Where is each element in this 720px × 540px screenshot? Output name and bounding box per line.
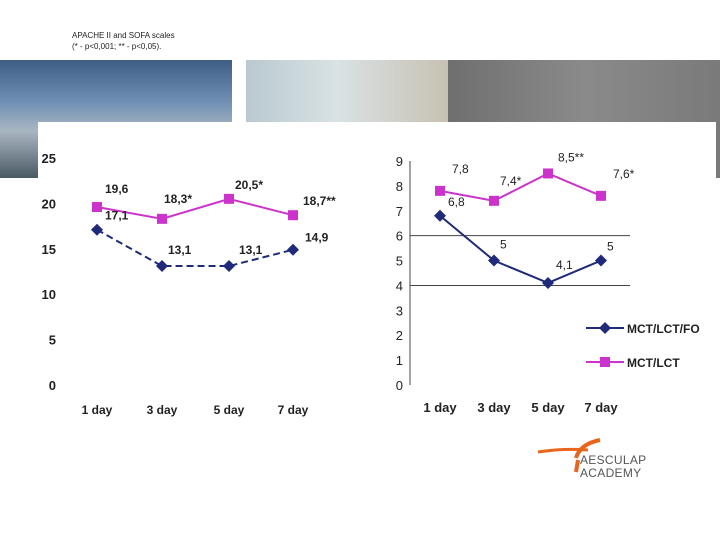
data-point bbox=[543, 168, 553, 179]
y-tick-label: 8 bbox=[396, 179, 403, 194]
data-point bbox=[288, 210, 298, 221]
y-tick-label: 4 bbox=[396, 278, 403, 293]
y-tick-label: 25 bbox=[42, 151, 56, 166]
data-label: 6,8 bbox=[448, 195, 465, 209]
legend-label: MCT/LCT/FO bbox=[627, 322, 700, 336]
x-tick-label: 7 day bbox=[278, 403, 309, 417]
y-tick-label: 3 bbox=[396, 303, 403, 318]
data-label: 17,1 bbox=[105, 209, 129, 223]
caption-title: APACHE II and SOFA scales bbox=[72, 31, 175, 40]
data-point bbox=[489, 195, 499, 206]
x-tick-label: 1 day bbox=[423, 400, 457, 415]
brand-line1: AESCULAP bbox=[580, 453, 647, 467]
data-label: 7,4* bbox=[500, 174, 522, 188]
data-label: 4,1 bbox=[556, 258, 573, 272]
data-label: 13,1 bbox=[239, 243, 263, 257]
y-tick-label: 10 bbox=[42, 287, 56, 302]
data-label: 14,9 bbox=[305, 231, 329, 245]
data-label: 8,5** bbox=[558, 150, 584, 164]
legend-marker bbox=[600, 357, 610, 367]
y-tick-label: 7 bbox=[396, 204, 403, 219]
data-point bbox=[91, 223, 103, 236]
aesculap-academy-logo: AESCULAP ACADEMY bbox=[580, 454, 646, 480]
data-point bbox=[92, 202, 102, 213]
data-point bbox=[287, 243, 299, 256]
y-tick-label: 0 bbox=[396, 378, 403, 393]
data-point bbox=[434, 209, 446, 222]
series-line bbox=[439, 214, 602, 285]
data-point bbox=[542, 276, 554, 289]
data-point bbox=[596, 190, 606, 201]
data-label: 5 bbox=[607, 240, 614, 254]
x-tick-label: 5 day bbox=[531, 400, 565, 415]
data-label: 7,6* bbox=[613, 167, 635, 181]
brand-line2: ACADEMY bbox=[580, 466, 642, 480]
y-tick-label: 20 bbox=[42, 196, 56, 211]
data-label: 7,8 bbox=[452, 162, 469, 176]
x-tick-label: 5 day bbox=[214, 403, 245, 417]
data-label: 18,3* bbox=[164, 192, 192, 206]
y-tick-label: 15 bbox=[42, 242, 56, 257]
y-tick-label: 2 bbox=[396, 328, 403, 343]
y-tick-label: 0 bbox=[49, 378, 56, 393]
chart-right-panel bbox=[360, 122, 716, 412]
x-tick-label: 3 day bbox=[147, 403, 178, 417]
legend-marker bbox=[599, 322, 611, 334]
y-tick-label: 5 bbox=[396, 254, 403, 269]
y-tick-label: 5 bbox=[49, 333, 56, 348]
legend-label: MCT/LCT bbox=[627, 356, 680, 370]
x-tick-label: 7 day bbox=[584, 400, 618, 415]
aesculap-logo-mark bbox=[537, 438, 601, 473]
series-line bbox=[96, 228, 294, 268]
data-point bbox=[488, 254, 500, 267]
data-point bbox=[223, 260, 235, 273]
series-line bbox=[439, 172, 602, 202]
data-label: 19,6 bbox=[105, 182, 129, 196]
caption-significance: (* - p<0,001; ** - p<0,05). bbox=[72, 42, 162, 51]
y-tick-label: 6 bbox=[396, 229, 403, 244]
data-label: 5 bbox=[500, 238, 507, 252]
data-point bbox=[156, 260, 168, 273]
data-label: 20,5* bbox=[235, 178, 263, 192]
data-label: 18,7** bbox=[303, 194, 336, 208]
data-point bbox=[435, 185, 445, 196]
data-label: 13,1 bbox=[168, 243, 192, 257]
caption: APACHE II and SOFA scales (* - p<0,001; … bbox=[72, 30, 175, 52]
data-point bbox=[157, 213, 167, 224]
x-tick-label: 1 day bbox=[82, 403, 113, 417]
y-tick-label: 1 bbox=[396, 353, 403, 368]
data-point bbox=[595, 254, 607, 267]
data-point bbox=[224, 193, 234, 204]
series-line bbox=[96, 197, 294, 220]
y-tick-label: 9 bbox=[396, 154, 403, 169]
x-tick-label: 3 day bbox=[477, 400, 511, 415]
